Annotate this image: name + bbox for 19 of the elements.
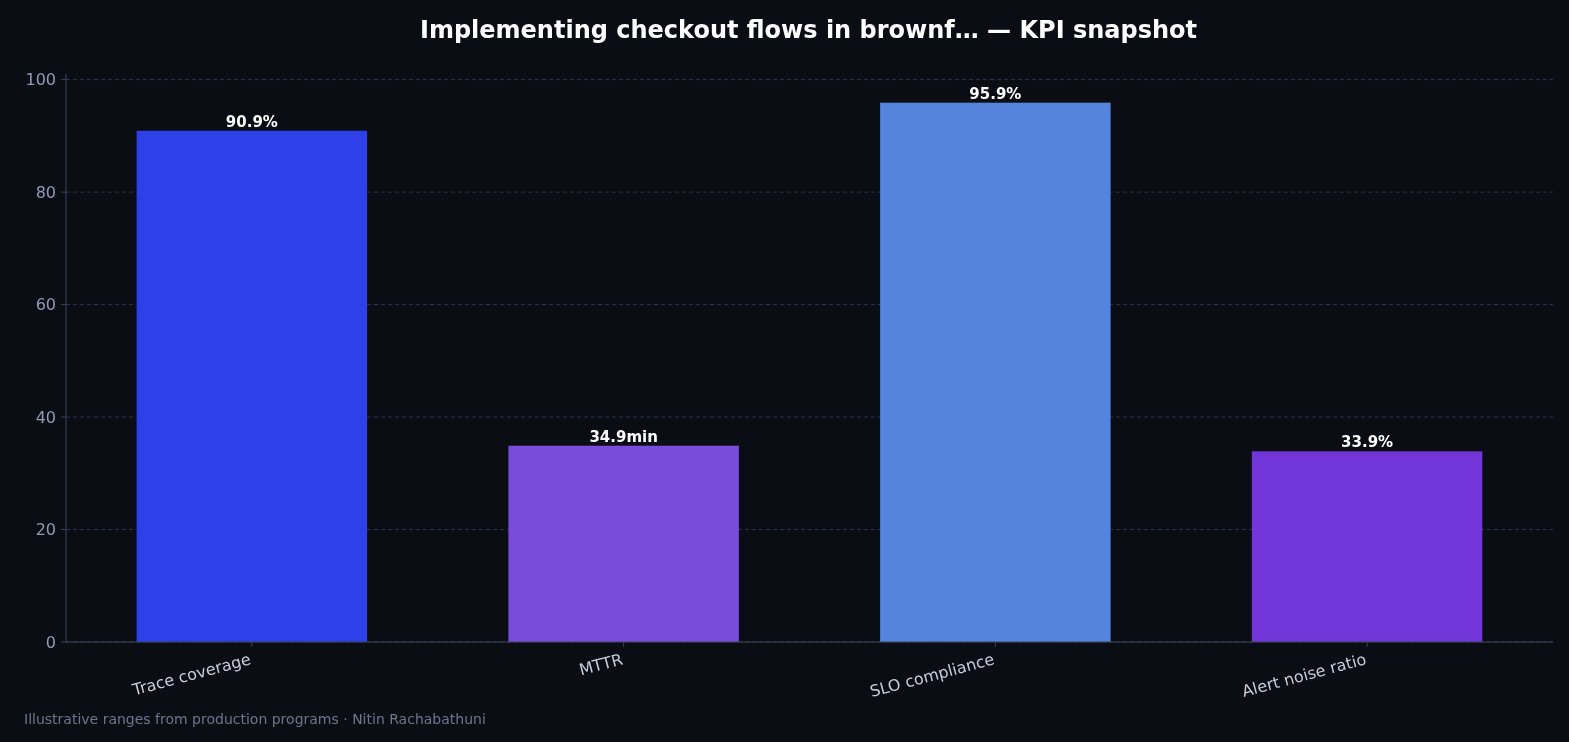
data-label: 90.9% (225, 112, 278, 131)
y-tick-label: 100 (25, 70, 56, 90)
x-tick-label: MTTR (577, 649, 625, 680)
bar (1251, 451, 1483, 642)
bar (136, 130, 368, 642)
data-label: 34.9min (589, 427, 658, 446)
text: Illustrative ranges from production programs · Nitin Rachabathuni (24, 711, 486, 727)
data-label: 33.9% (1341, 433, 1394, 452)
y-tick-label: 0 (45, 632, 56, 652)
y-tick-label: 80 (35, 182, 56, 202)
chart-title: Implementing checkout flows in brownf… — KPI snapshot (419, 16, 1198, 44)
x-tick-label: Trace coverage (129, 649, 253, 700)
bar (880, 102, 1111, 642)
data-label: 95.9% (969, 84, 1022, 103)
y-tick-label: 40 (35, 407, 56, 427)
y-tick-label: 60 (35, 295, 56, 315)
y-tick-label: 20 (35, 520, 56, 540)
bar (508, 445, 739, 642)
x-tick-label: Alert noise ratio (1239, 649, 1369, 701)
